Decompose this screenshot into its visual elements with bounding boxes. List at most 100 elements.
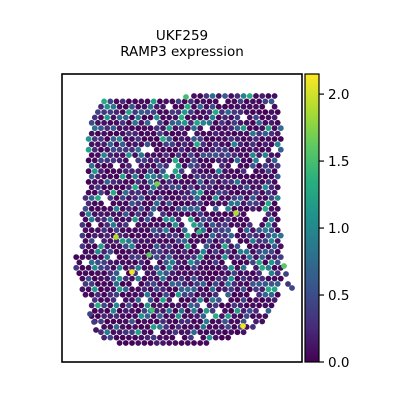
expression-spot bbox=[237, 130, 244, 137]
expression-spot bbox=[234, 297, 241, 303]
expression-spot bbox=[225, 324, 232, 330]
expression-spot bbox=[271, 200, 278, 207]
expression-spot bbox=[209, 179, 216, 185]
expression-spot bbox=[107, 238, 114, 244]
expression-spot bbox=[228, 157, 235, 164]
expression-spot bbox=[228, 136, 235, 142]
expression-spot bbox=[116, 179, 123, 185]
expression-spot bbox=[215, 286, 222, 293]
expression-spot bbox=[166, 275, 173, 282]
expression-spot bbox=[250, 281, 256, 287]
expression-spot bbox=[262, 248, 269, 255]
expression-spot bbox=[125, 324, 132, 330]
expression-spot bbox=[98, 264, 104, 271]
expression-spot bbox=[228, 254, 235, 260]
expression-spot bbox=[169, 259, 176, 266]
expression-spot bbox=[85, 254, 92, 260]
expression-spot bbox=[240, 329, 247, 336]
expression-spot bbox=[104, 157, 111, 164]
expression-spot bbox=[101, 173, 107, 180]
expression-spot bbox=[138, 302, 145, 309]
expression-spot bbox=[125, 313, 132, 319]
colorbar-tick-label: 0.0 bbox=[328, 355, 349, 371]
expression-spot bbox=[172, 179, 179, 185]
expression-spot bbox=[119, 98, 126, 105]
expression-spot bbox=[141, 200, 148, 207]
expression-spot bbox=[160, 157, 166, 164]
expression-spot bbox=[175, 248, 182, 255]
expression-spot bbox=[222, 179, 228, 185]
expression-spot bbox=[206, 98, 213, 105]
expression-spot bbox=[271, 297, 278, 303]
expression-spot bbox=[88, 302, 95, 309]
expression-spot bbox=[104, 297, 111, 303]
expression-spot bbox=[178, 254, 185, 260]
expression-spot bbox=[194, 109, 201, 115]
expression-spot bbox=[256, 313, 262, 319]
expression-spot bbox=[200, 109, 207, 115]
expression-spot bbox=[147, 286, 154, 293]
expression-spot bbox=[194, 130, 201, 137]
expression-spot bbox=[197, 168, 204, 175]
expression-spot bbox=[219, 227, 225, 234]
expression-spot bbox=[274, 173, 281, 180]
expression-spot bbox=[116, 200, 123, 207]
expression-spot bbox=[107, 259, 114, 266]
expression-spot bbox=[107, 119, 114, 126]
expression-spot bbox=[178, 297, 185, 303]
expression-spot bbox=[184, 340, 191, 346]
expression-spot bbox=[181, 227, 188, 234]
expression-spot bbox=[172, 243, 179, 250]
expression-spot bbox=[200, 313, 207, 319]
expression-spot bbox=[175, 205, 182, 212]
expression-spot bbox=[243, 216, 250, 223]
expression-spot bbox=[215, 329, 222, 336]
expression-spot bbox=[144, 98, 151, 105]
expression-spot bbox=[274, 259, 281, 266]
expression-spot bbox=[184, 254, 191, 260]
expression-spot bbox=[262, 130, 269, 137]
expression-spot bbox=[212, 302, 219, 309]
expression-spot bbox=[197, 275, 204, 282]
expression-spot bbox=[271, 243, 278, 250]
expression-spot bbox=[191, 114, 197, 121]
expression-spot bbox=[147, 297, 154, 303]
expression-spot bbox=[95, 248, 101, 255]
expression-spot bbox=[237, 173, 244, 180]
expression-spot bbox=[95, 216, 101, 223]
expression-spot bbox=[150, 152, 157, 159]
expression-spot bbox=[228, 125, 235, 132]
expression-spot bbox=[188, 205, 194, 212]
expression-spot bbox=[206, 173, 213, 180]
expression-spot bbox=[166, 179, 173, 185]
expression-spot bbox=[253, 157, 259, 164]
expression-spot bbox=[212, 152, 219, 159]
expression-spot bbox=[181, 334, 188, 341]
expression-spot bbox=[153, 189, 160, 196]
expression-spot bbox=[215, 318, 222, 325]
expression-spot bbox=[274, 205, 281, 212]
expression-spot bbox=[206, 162, 213, 169]
expression-spot bbox=[262, 259, 269, 266]
expression-spot bbox=[212, 216, 219, 223]
expression-spot bbox=[184, 125, 191, 132]
expression-spot bbox=[135, 168, 142, 175]
expression-spot bbox=[122, 189, 129, 196]
expression-spot bbox=[200, 119, 207, 126]
expression-spot bbox=[277, 254, 284, 260]
expression-spot bbox=[88, 195, 95, 201]
expression-spot bbox=[212, 238, 219, 244]
expression-spot bbox=[231, 248, 238, 255]
expression-spot bbox=[259, 243, 266, 250]
expression-spot bbox=[147, 264, 154, 271]
expression-spot bbox=[228, 232, 235, 239]
expression-spot bbox=[110, 103, 117, 110]
expression-spot bbox=[138, 238, 145, 244]
expression-spot bbox=[225, 98, 232, 105]
expression-spot bbox=[181, 248, 188, 255]
expression-spot bbox=[129, 340, 135, 346]
expression-spot bbox=[231, 281, 238, 287]
expression-spot bbox=[132, 152, 139, 159]
expression-spot bbox=[147, 275, 154, 282]
expression-spot bbox=[285, 281, 291, 287]
